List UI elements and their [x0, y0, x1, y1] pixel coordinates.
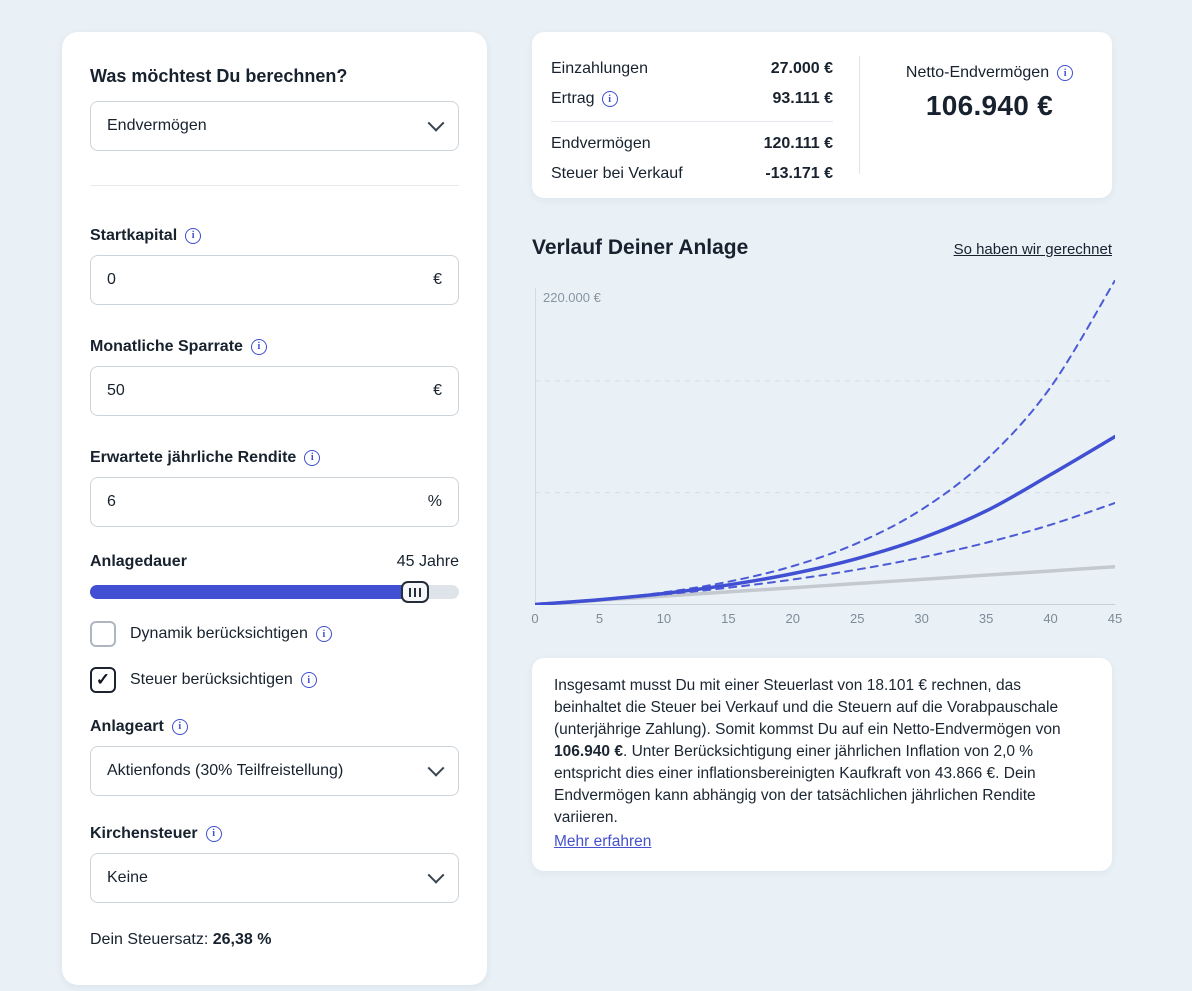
summary-vertical-divider — [859, 56, 860, 174]
rendite-input[interactable]: 6 % — [90, 477, 459, 527]
x-tick-label: 20 — [785, 611, 800, 626]
kirchensteuer-select[interactable]: Keine — [90, 853, 459, 903]
steuer-label: Steuer berücksichtigen — [130, 671, 317, 689]
chevron-down-icon — [427, 866, 445, 884]
sparrate-input[interactable]: 50 € — [90, 366, 459, 416]
learn-more-link[interactable]: Mehr erfahren — [554, 833, 652, 850]
chart-header: Verlauf Deiner Anlage So haben wir gerec… — [532, 236, 1112, 260]
anlageart-value: Aktienfonds (30% Teilfreistellung) — [107, 762, 344, 779]
form-divider — [90, 185, 459, 186]
currency-unit: € — [433, 382, 442, 399]
how-we-calculated-link[interactable]: So haben wir gerechnet — [953, 241, 1112, 258]
info-icon[interactable] — [1057, 65, 1074, 81]
info-icon[interactable] — [304, 449, 321, 466]
info-icon[interactable] — [205, 825, 222, 842]
slider-thumb[interactable] — [400, 581, 429, 603]
kirchensteuer-label: Kirchensteuer — [90, 824, 459, 843]
summary-card: Einzahlungen 27.000 € Ertrag 93.111 € En… — [532, 32, 1112, 198]
startkapital-value: 0 — [107, 271, 116, 288]
x-tick-label: 25 — [849, 611, 865, 626]
netto-label: Netto-Endvermögen — [906, 64, 1074, 82]
chevron-down-icon — [427, 759, 445, 777]
form-question: Was möchtest Du berechnen? — [90, 66, 348, 86]
x-tick-label: 30 — [914, 611, 929, 626]
dynamik-checkbox[interactable] — [90, 621, 116, 647]
steuersatz-line: Dein Steuersatz: 26,38 % — [90, 931, 272, 948]
summary-breakdown: Einzahlungen 27.000 € Ertrag 93.111 € En… — [551, 54, 833, 182]
rendite-field: Erwartete jährliche Rendite 6 % — [90, 448, 459, 527]
info-icon[interactable] — [250, 338, 267, 355]
kirchensteuer-value: Keine — [107, 869, 148, 886]
kirchensteuer-field: Kirchensteuer Keine — [90, 824, 459, 903]
info-text-before: Insgesamt musst Du mit einer Steuerlast … — [554, 677, 1061, 738]
startkapital-field: Startkapital 0 € — [90, 226, 459, 305]
x-tick-label: 0 — [531, 611, 539, 626]
tax-info-box: Insgesamt musst Du mit einer Steuerlast … — [532, 658, 1112, 871]
summary-row-ertrag: Ertrag 93.111 € — [551, 84, 833, 114]
info-icon[interactable] — [601, 91, 618, 107]
chart-title: Verlauf Deiner Anlage — [532, 236, 749, 259]
anlagedauer-slider[interactable] — [90, 581, 459, 603]
summary-divider — [551, 121, 833, 122]
chevron-down-icon — [427, 114, 445, 132]
rendite-label: Erwartete jährliche Rendite — [90, 448, 459, 467]
sparrate-field: Monatliche Sparrate 50 € — [90, 337, 459, 416]
chart-canvas — [535, 280, 1115, 605]
calculator-form-card: Was möchtest Du berechnen? Endvermögen S… — [62, 32, 487, 985]
anlageart-select[interactable]: Aktienfonds (30% Teilfreistellung) — [90, 746, 459, 796]
info-icon[interactable] — [171, 718, 188, 735]
x-tick-label: 15 — [721, 611, 736, 626]
x-tick-label: 35 — [978, 611, 994, 626]
currency-unit: € — [433, 271, 442, 288]
steuer-row: Steuer berücksichtigen — [90, 667, 459, 693]
steuersatz-value: 26,38 % — [212, 931, 272, 948]
rendite-value: 6 — [107, 493, 116, 510]
y-axis-max-label: 220.000 € — [543, 290, 601, 305]
anlageart-field: Anlageart Aktienfonds (30% Teilfreistell… — [90, 717, 459, 796]
info-icon[interactable] — [300, 672, 317, 688]
anlagedauer-row: Anlagedauer 45 Jahre — [90, 553, 459, 571]
x-tick-label: 40 — [1043, 611, 1058, 626]
info-icon[interactable] — [315, 626, 332, 642]
anlageart-label: Anlageart — [90, 717, 459, 736]
netto-block: Netto-Endvermögen 106.940 € — [886, 54, 1093, 176]
sparrate-value: 50 — [107, 382, 125, 399]
percent-unit: % — [427, 493, 442, 510]
x-tick-label: 10 — [656, 611, 672, 626]
summary-row-steuer: Steuer bei Verkauf -13.171 € — [551, 165, 833, 182]
x-axis-ticks: 0 5 10 15 20 25 30 35 40 45 — [531, 611, 1122, 629]
anlagedauer-value: 45 Jahre — [396, 553, 459, 570]
x-tick-label: 5 — [595, 611, 604, 626]
investment-chart: 220.000 € 0 5 10 15 20 25 30 35 40 45 — [531, 280, 1122, 630]
sparrate-label: Monatliche Sparrate — [90, 337, 459, 356]
dynamik-row: Dynamik berücksichtigen — [90, 621, 459, 647]
anlagedauer-label: Anlagedauer — [90, 553, 187, 570]
summary-row-einzahlungen: Einzahlungen 27.000 € — [551, 60, 833, 77]
steuer-checkbox[interactable] — [90, 667, 116, 693]
startkapital-label: Startkapital — [90, 226, 459, 245]
dynamik-label: Dynamik berücksichtigen — [130, 625, 332, 643]
calculation-select[interactable]: Endvermögen — [90, 101, 459, 151]
info-text-after: . Unter Berücksichtigung einer jährliche… — [554, 743, 1036, 826]
x-tick-label: 45 — [1107, 611, 1123, 626]
summary-row-endvermoegen: Endvermögen 120.111 € — [551, 135, 833, 152]
info-icon[interactable] — [185, 227, 202, 244]
info-text-bold: 106.940 € — [554, 743, 623, 760]
calculation-select-value: Endvermögen — [107, 117, 207, 134]
startkapital-input[interactable]: 0 € — [90, 255, 459, 305]
slider-fill — [90, 585, 415, 599]
netto-value: 106.940 € — [925, 90, 1054, 121]
